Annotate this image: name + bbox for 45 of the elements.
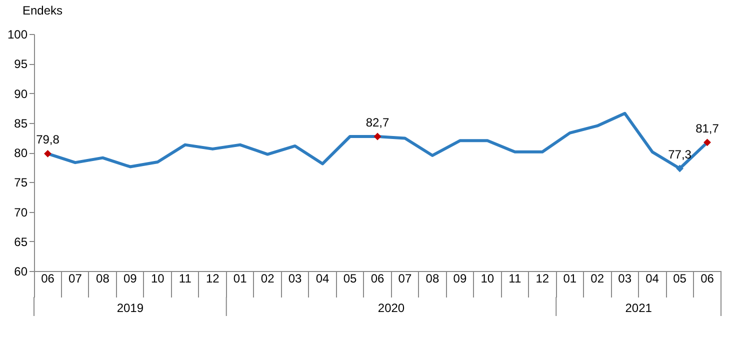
point <box>704 138 711 146</box>
x-tick-label: 05 <box>343 272 358 286</box>
y-tick-label: 75 <box>14 176 28 190</box>
x-tick-label: 05 <box>673 272 687 286</box>
x-tick-label: 04 <box>646 272 660 286</box>
x-tick-label: 06 <box>370 272 384 286</box>
y-tick-label: 85 <box>14 116 28 130</box>
y-tick-label: 80 <box>14 146 28 160</box>
y-tick-label: 60 <box>14 264 28 278</box>
y-tick-label: 70 <box>14 205 28 220</box>
x-tick-label: 03 <box>288 272 302 286</box>
x-tick-label: 02 <box>260 272 275 286</box>
x-tick-label: 03 <box>618 272 632 286</box>
y-axis-title: Endeks <box>22 4 63 18</box>
x-tick-label: 10 <box>480 272 494 286</box>
x-tick-label: 08 <box>96 272 110 286</box>
x-tick-label: 06 <box>41 272 55 286</box>
data-label: 79,8 <box>36 132 60 147</box>
x-tick-label: 06 <box>700 272 714 286</box>
point <box>374 132 382 140</box>
x-tick-label: 09 <box>453 272 467 286</box>
x-tick-label: 12 <box>536 272 550 286</box>
text: 2020 <box>378 301 405 315</box>
x-tick-label: 08 <box>426 272 440 286</box>
text: 2019 <box>116 301 144 315</box>
x-tick-label: 09 <box>124 272 138 286</box>
x-tick-label: 07 <box>398 272 412 286</box>
text: 2021 <box>625 301 652 315</box>
x-tick-label: 10 <box>150 272 165 286</box>
y-tick-label: 65 <box>14 234 28 249</box>
x-tick-label: 12 <box>206 272 220 286</box>
x-tick-label: 11 <box>508 272 522 286</box>
x-tick-label: 01 <box>563 272 577 286</box>
x-tick-label: 01 <box>233 272 248 286</box>
data-label: 81,7 <box>696 121 720 136</box>
x-tick-label: 02 <box>590 272 604 286</box>
data-label: 77,3 <box>668 147 692 162</box>
point <box>44 150 52 158</box>
x-tick-label: 07 <box>68 272 82 286</box>
y-tick-label: 90 <box>14 86 28 101</box>
x-tick-label: 04 <box>316 272 330 286</box>
data-label: 82,7 <box>366 116 390 130</box>
x-tick-label: 11 <box>178 272 192 286</box>
y-tick-label: 100 <box>7 28 28 42</box>
y-tick-label: 95 <box>14 57 28 72</box>
